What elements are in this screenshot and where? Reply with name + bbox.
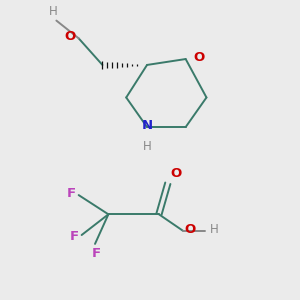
Text: H: H bbox=[143, 140, 152, 153]
Text: N: N bbox=[142, 119, 153, 132]
Text: F: F bbox=[67, 187, 76, 200]
Text: H: H bbox=[49, 4, 58, 18]
Text: F: F bbox=[70, 230, 79, 243]
Text: F: F bbox=[92, 248, 101, 260]
Text: O: O bbox=[184, 223, 195, 236]
Text: O: O bbox=[171, 167, 182, 180]
Text: H: H bbox=[210, 223, 219, 236]
Text: O: O bbox=[193, 51, 204, 64]
Text: O: O bbox=[64, 30, 76, 44]
